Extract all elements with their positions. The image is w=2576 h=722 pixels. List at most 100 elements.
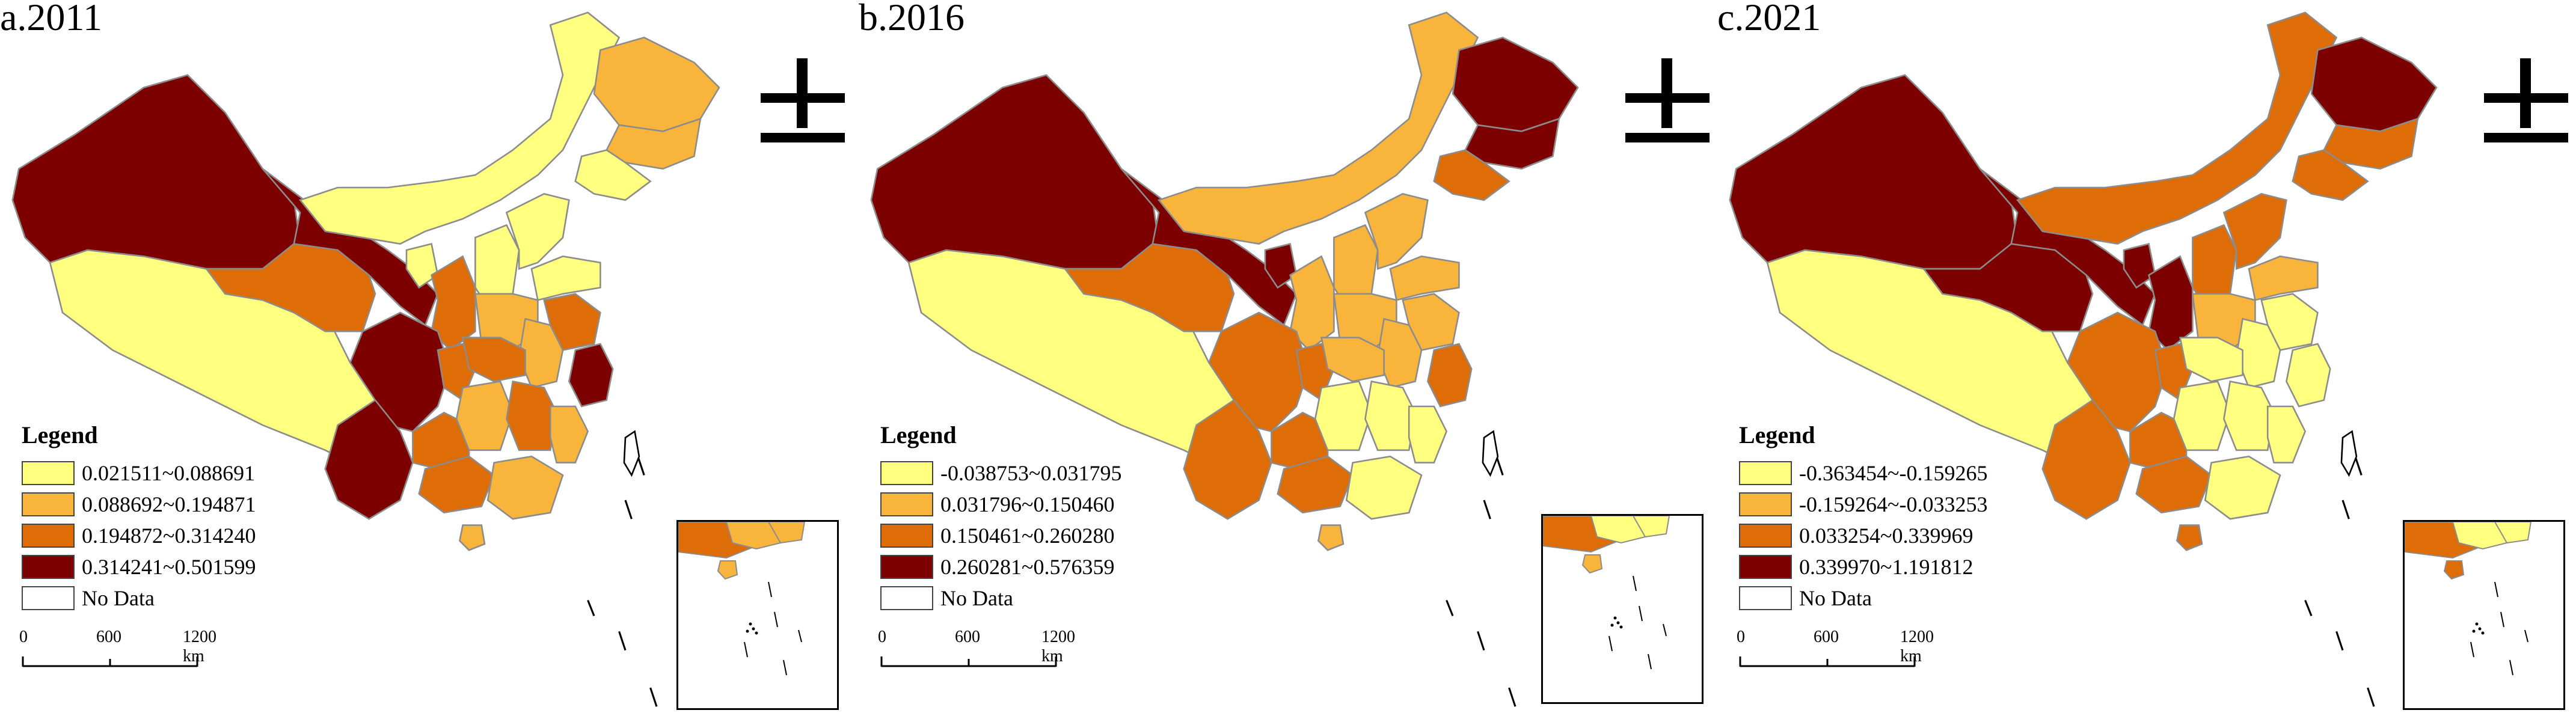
legend-swatch — [1739, 492, 1792, 516]
legend-swatch — [880, 555, 933, 579]
region-inner-mongolia — [299, 11, 621, 245]
inset-boundary-mark — [1608, 635, 1613, 652]
legend-item-1: -0.038753~0.031795 — [880, 457, 1217, 489]
legend-title: Legend — [1739, 421, 1815, 448]
scale-bar: 0 600 1200 km — [19, 628, 238, 672]
legend-item-nodata: No Data — [880, 583, 1217, 614]
scale-label-600: 600 — [1814, 628, 1839, 646]
inset-island — [2481, 631, 2485, 635]
scale-bar-line — [880, 656, 1057, 667]
scale-bar-line — [1739, 656, 1916, 667]
region-heilongjiang — [2310, 37, 2438, 132]
choropleth-map — [11, 11, 720, 707]
legend-title: Legend — [880, 421, 957, 448]
inset-region — [1590, 516, 1646, 544]
inset-region — [725, 522, 782, 550]
region-qinghai — [1922, 230, 2094, 332]
region-guangxi — [1277, 455, 1354, 514]
inset-boundary-mark — [798, 629, 802, 643]
region-hebei — [2222, 193, 2287, 271]
region-taiwan — [623, 430, 640, 477]
region-zhejiang — [1427, 343, 1473, 408]
legend-label: 0.033254~0.339969 — [1799, 524, 1973, 548]
region-hubei — [462, 337, 526, 382]
scale-label-600: 600 — [955, 628, 980, 646]
legend: Legend 0.021511~0.088691 0.088692~0.1948… — [22, 421, 358, 614]
legend-item-4: 0.260281~0.576359 — [880, 551, 1217, 583]
legend-swatch — [880, 586, 933, 610]
inset-region — [717, 560, 738, 580]
region-hubei — [2179, 337, 2243, 382]
legend-swatch — [1739, 555, 1792, 579]
region-hebei — [505, 193, 570, 271]
legend-item-1: -0.363454~-0.159265 — [1739, 457, 2076, 489]
legend-label: -0.159264~-0.033253 — [1799, 492, 1988, 516]
legend-swatch — [22, 555, 75, 579]
panel-title: c.2021 — [1717, 0, 1821, 38]
legend-swatch — [880, 524, 933, 548]
legend-label: 0.021511~0.088691 — [82, 461, 256, 485]
sea-boundary-mark — [1483, 500, 1491, 519]
north-arrow-icon — [2484, 58, 2568, 142]
legend-label: 0.339970~1.191812 — [1799, 555, 1973, 579]
inset-boundary-mark — [1663, 623, 1667, 637]
inset-boundary-mark — [2494, 581, 2498, 598]
region-hebei — [1364, 193, 1429, 271]
region-heilongjiang — [1452, 37, 1579, 132]
region-hunan — [2173, 380, 2231, 451]
scale-bar-line — [22, 656, 198, 667]
legend-label: 0.031796~0.150460 — [940, 492, 1115, 516]
legend-label: No Data — [1799, 586, 1872, 610]
region-yunnan — [1183, 399, 1272, 520]
region-sichuan — [1207, 311, 1310, 433]
panel-title: a.2011 — [0, 0, 103, 38]
inset-island — [749, 622, 752, 626]
inset-map — [2405, 522, 2532, 676]
map-panel-2016: b.2016 Legend -0.038753~0.031795 0.03179… — [859, 0, 1717, 722]
region-fujian — [549, 405, 589, 463]
region-yunnan — [324, 399, 414, 520]
region-guangxi — [2135, 455, 2213, 514]
region-sichuan — [2066, 311, 2169, 433]
sea-boundary-mark — [1477, 631, 1485, 651]
inset-region — [2443, 560, 2465, 580]
inset-island — [746, 629, 749, 633]
region-jiangxi — [1364, 380, 1416, 451]
sea-boundary-mark — [2341, 500, 2350, 519]
legend-item-nodata: No Data — [1739, 583, 2076, 614]
region-fujian — [2266, 405, 2307, 463]
region-shandong — [2248, 255, 2319, 301]
inset-boundary-mark — [768, 581, 772, 598]
legend-label: -0.038753~0.031795 — [940, 461, 1122, 485]
region-shandong — [1389, 255, 1460, 301]
inset-boundary-mark — [2470, 641, 2474, 658]
legend: Legend -0.363454~-0.159265 -0.159264~-0.… — [1739, 421, 2076, 614]
sea-boundary-mark — [1446, 599, 1454, 616]
inset-boundary-mark — [1648, 653, 1652, 670]
region-hainan — [1317, 524, 1345, 551]
legend-item-3: 0.033254~0.339969 — [1739, 520, 2076, 551]
inset-island — [1613, 616, 1617, 620]
legend-swatch — [1739, 524, 1792, 548]
region-guangdong — [486, 455, 564, 520]
legend-item-nodata: No Data — [22, 583, 358, 614]
region-liaoning — [574, 149, 652, 201]
region-shandong — [530, 255, 601, 301]
south-china-sea-inset — [676, 520, 839, 710]
legend-label: No Data — [940, 586, 1013, 610]
legend-swatch — [880, 461, 933, 485]
region-jiangxi — [506, 380, 557, 451]
region-qinghai — [204, 230, 376, 332]
region-zhejiang — [2286, 343, 2331, 408]
legend-label: 0.260281~0.576359 — [940, 555, 1115, 579]
legend-swatch — [1739, 586, 1792, 610]
inset-boundary-mark — [744, 641, 748, 658]
region-guangdong — [1345, 455, 1423, 520]
region-inner-mongolia — [2016, 11, 2338, 245]
legend-item-2: -0.159264~-0.033253 — [1739, 489, 2076, 520]
south-china-sea-inset — [2403, 520, 2565, 710]
region-guangdong — [2204, 455, 2281, 520]
inset-boundary-mark — [2500, 611, 2504, 628]
inset-boundary-mark — [774, 611, 778, 628]
inset-boundary-mark — [783, 659, 787, 676]
